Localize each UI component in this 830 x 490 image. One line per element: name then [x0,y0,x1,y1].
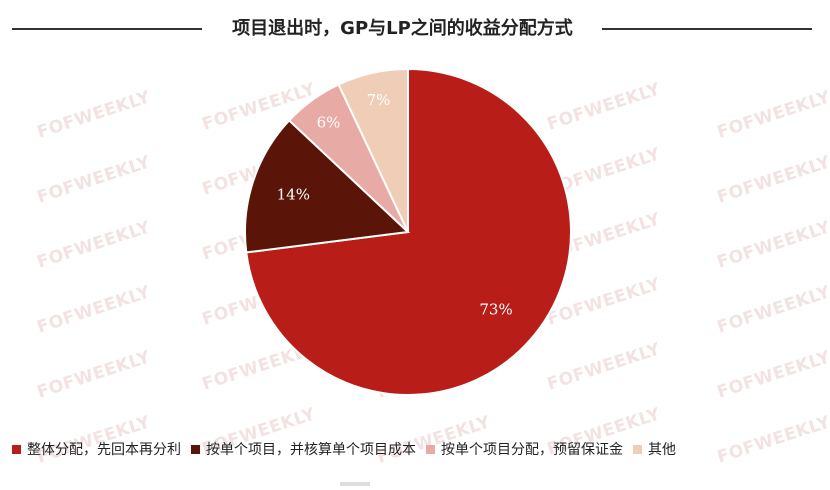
legend-label: 其他 [648,442,676,458]
legend-swatch [633,444,642,454]
pie-slice [244,119,411,254]
legend-item: 其他 [633,439,676,459]
title-rule-left [12,28,202,30]
legend-label: 按单个项目，并核算单个项目成本 [206,442,416,458]
legend-swatch [12,444,21,454]
chart-title: 项目退出时，GP与LP之间的收益分配方式 [232,18,573,39]
legend-label: 整体分配，先回本再分利 [27,442,181,458]
chart-legend: 整体分配，先回本再分利 按单个项目，并核算单个项目成本 按单个项目分配，预留保证金 其… [12,436,822,462]
pie-slice [337,67,409,233]
legend-item: 按单个项目分配，预留保证金 [426,439,623,459]
legend-label: 按单个项目分配，预留保证金 [441,442,623,458]
bottom-fragment [340,482,370,486]
chart-header: 项目退出时，GP与LP之间的收益分配方式 [0,8,830,48]
pie-slice-label: 7% [367,91,391,109]
legend-swatch [191,444,200,454]
legend-swatch [426,444,435,454]
legend-item: 整体分配，先回本再分利 [12,439,181,459]
pie-slice-label: 14% [277,186,310,204]
pie-slice-label: 73% [479,301,512,319]
pie-slice-label: 6% [317,114,341,132]
title-rule-right [602,28,812,30]
legend-item: 按单个项目，并核算单个项目成本 [191,439,416,459]
